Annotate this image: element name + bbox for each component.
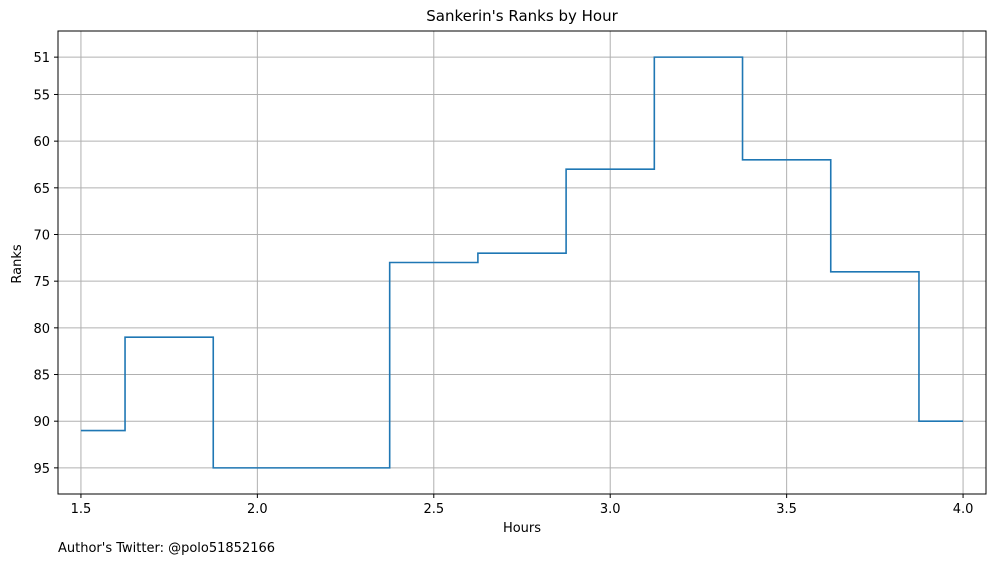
rank-step-line bbox=[80, 56, 964, 469]
y-tick-label: 60 bbox=[33, 135, 50, 150]
y-tick-label: 51 bbox=[33, 51, 50, 66]
y-tick-label: 95 bbox=[33, 462, 50, 477]
author-twitter-footer: Author's Twitter: @polo51852166 bbox=[58, 541, 275, 556]
x-axis-label: Hours bbox=[503, 521, 541, 536]
y-axis-ticks: 51 55 60 65 70 75 80 85 90 95 bbox=[33, 51, 58, 477]
grid-lines bbox=[58, 31, 986, 494]
y-tick-label: 65 bbox=[33, 182, 50, 197]
x-tick-label: 4.0 bbox=[953, 502, 974, 517]
y-tick-label: 70 bbox=[33, 228, 50, 243]
x-tick-label: 2.0 bbox=[247, 502, 268, 517]
y-tick-label: 75 bbox=[33, 275, 50, 290]
x-axis-ticks: 1.5 2.0 2.5 3.0 3.5 4.0 bbox=[71, 494, 974, 517]
x-tick-label: 2.5 bbox=[423, 502, 444, 517]
x-tick-label: 1.5 bbox=[71, 502, 92, 517]
y-tick-label: 85 bbox=[33, 369, 50, 384]
y-tick-label: 80 bbox=[33, 322, 50, 337]
y-tick-label: 90 bbox=[33, 415, 50, 430]
plot-frame bbox=[57, 30, 987, 495]
chart-title: Sankerin's Ranks by Hour bbox=[426, 7, 618, 25]
y-tick-label: 55 bbox=[33, 88, 50, 103]
x-tick-label: 3.5 bbox=[776, 502, 797, 517]
y-axis-label: Ranks bbox=[10, 244, 25, 283]
x-tick-label: 3.0 bbox=[600, 502, 621, 517]
